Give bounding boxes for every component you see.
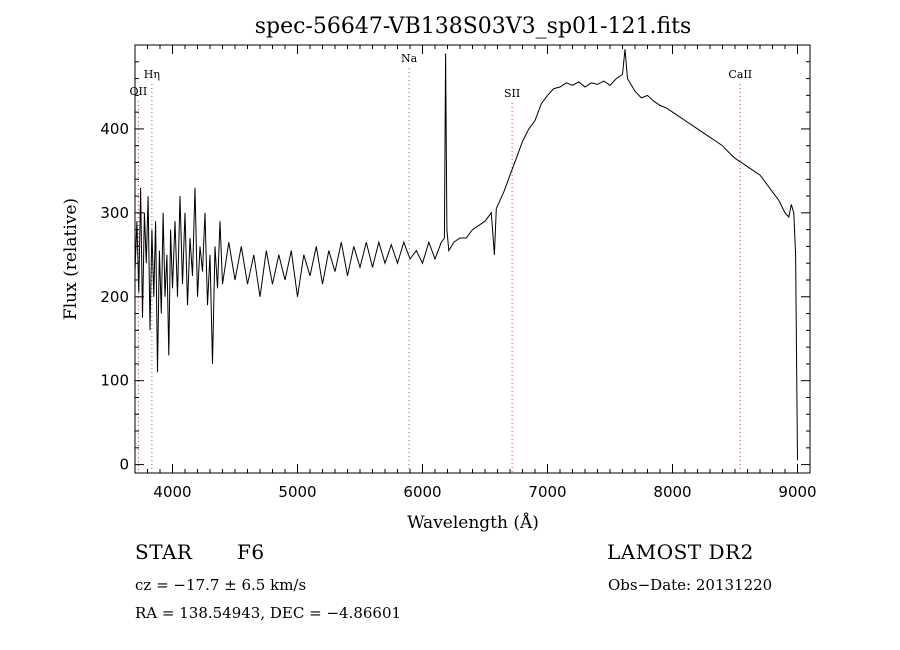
chart-title: spec-56647-VB138S03V3_sp01-121.fits — [255, 14, 692, 39]
spectral-line-label: Na — [401, 52, 418, 65]
observation-date: Obs−Date: 20131220 — [608, 576, 773, 594]
x-tick-label: 7000 — [528, 483, 566, 501]
survey-name: LAMOST DR2 — [607, 540, 754, 564]
spectrum-series — [134, 49, 798, 461]
y-tick-label: 400 — [100, 120, 129, 138]
spectral-line-label: OII — [130, 85, 148, 98]
axis-ticks: 4000 5000 6000 7000 8000 9000 0 100 200 300 400 — [100, 45, 817, 501]
x-tick-label: 8000 — [653, 483, 691, 501]
x-tick-label: 5000 — [278, 483, 316, 501]
redshift-cz: cz = −17.7 ± 6.5 km/s — [135, 576, 307, 594]
y-axis-label: Flux (relative) — [61, 198, 81, 320]
plot-frame — [134, 44, 811, 474]
spectral-line-label: CaII — [728, 68, 752, 81]
y-tick-label: 300 — [100, 204, 129, 222]
spectral-line-label: SII — [504, 87, 520, 100]
y-tick-label: 200 — [100, 288, 129, 306]
object-class: STAR — [135, 540, 193, 564]
spectral-line-markers: OII Hη Na SII CaII — [130, 52, 752, 473]
y-tick-label: 0 — [119, 456, 129, 474]
x-tick-label: 6000 — [403, 483, 441, 501]
spectrum-line — [134, 49, 798, 461]
spectral-line-label: Hη — [144, 68, 160, 81]
x-tick-label: 4000 — [153, 483, 191, 501]
x-tick-label: 9000 — [778, 483, 816, 501]
y-tick-label: 100 — [100, 372, 129, 390]
spectral-subclass: F6 — [237, 540, 265, 564]
x-axis-label: Wavelength (Å) — [407, 512, 539, 533]
sky-coordinates: RA = 138.54943, DEC = −4.86601 — [135, 604, 402, 622]
